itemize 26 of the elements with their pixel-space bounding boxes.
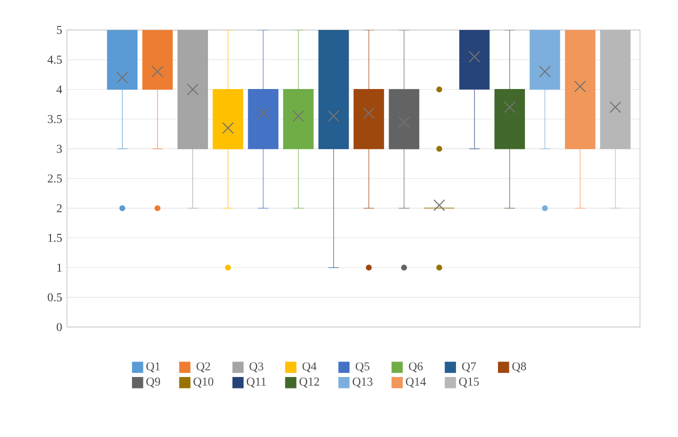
legend-label: Q6 — [408, 362, 423, 372]
y-tick-label: 2.5 — [48, 174, 62, 183]
legend-label: Q2 — [196, 362, 210, 372]
y-tick-label: 4 — [56, 85, 62, 94]
legend-label: Q5 — [356, 362, 370, 372]
legend-label: Q11 — [246, 378, 266, 388]
legend-label: Q4 — [302, 362, 317, 372]
y-tick-label: 1 — [57, 264, 62, 272]
legend-label: Q13 — [352, 378, 372, 388]
legend-label: Q7 — [462, 362, 476, 372]
y-tick-label: 0 — [56, 322, 62, 332]
legend-label: Q9 — [146, 378, 160, 388]
legend-label: Q1 — [146, 362, 160, 372]
y-tick-label: 3.5 — [48, 115, 62, 124]
y-tick-label: 2 — [56, 204, 62, 212]
y-tick-label: 0.5 — [48, 293, 62, 302]
y-tick-label: 5 — [56, 26, 62, 34]
y-tick-label: 4.5 — [48, 56, 62, 64]
legend-label: Q8 — [512, 362, 526, 372]
y-tick-label: 3 — [56, 144, 62, 153]
legend-label: Q3 — [250, 362, 264, 372]
legend-label: Q14 — [406, 378, 426, 388]
legend-label: Q10 — [194, 378, 214, 388]
legend-label: Q12 — [300, 378, 320, 388]
legend-label: Q15 — [459, 378, 479, 388]
y-tick-label: 1.5 — [48, 234, 62, 242]
